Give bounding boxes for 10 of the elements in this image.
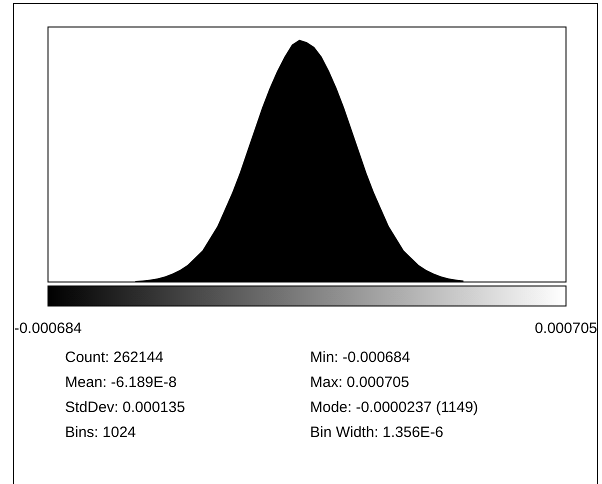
text: Min: -0.000684: [310, 349, 410, 366]
x-tick-label: 0.000705: [534, 320, 598, 337]
text: Bin Width: 1.356E-6: [310, 424, 444, 441]
text: Mean: -6.189E-8: [65, 374, 177, 391]
text: StdDev: 0.000135: [65, 399, 186, 416]
text: Max: 0.000705: [310, 374, 410, 391]
text: Mode: -0.0000237 (1149): [310, 399, 478, 416]
text: Count: 262144: [65, 349, 164, 366]
x-tick-label: -0.000684: [14, 320, 82, 337]
text: Bins: 1024: [65, 424, 136, 441]
